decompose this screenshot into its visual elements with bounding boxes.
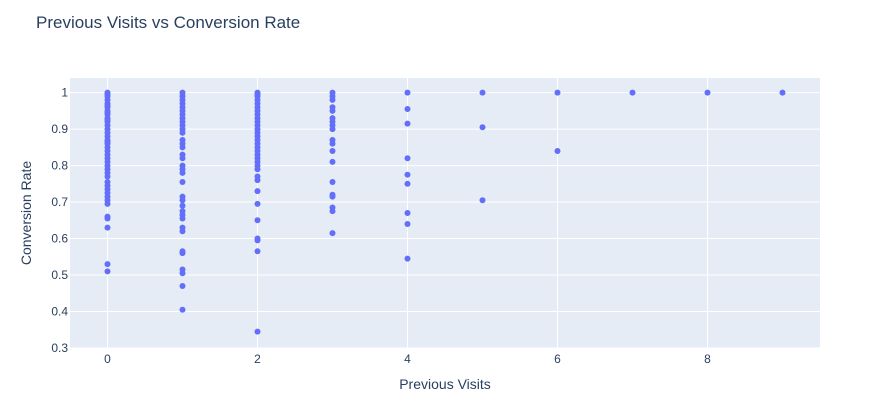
y-tick-label: 0.5 bbox=[51, 268, 68, 282]
data-point[interactable] bbox=[329, 147, 336, 154]
data-point[interactable] bbox=[179, 197, 186, 204]
data-point[interactable] bbox=[179, 129, 186, 136]
data-point[interactable] bbox=[479, 197, 486, 204]
x-axis-title: Previous Visits bbox=[399, 376, 491, 392]
x-tick-label: 4 bbox=[404, 352, 411, 366]
data-point[interactable] bbox=[254, 166, 261, 173]
data-point[interactable] bbox=[254, 217, 261, 224]
data-point[interactable] bbox=[329, 193, 336, 200]
y-gridlines bbox=[70, 92, 820, 349]
data-point[interactable] bbox=[179, 270, 186, 277]
data-points bbox=[104, 89, 786, 335]
data-point[interactable] bbox=[329, 96, 336, 103]
data-point[interactable] bbox=[179, 144, 186, 151]
data-point[interactable] bbox=[779, 89, 786, 96]
y-tick-label: 0.8 bbox=[51, 159, 68, 173]
data-point[interactable] bbox=[404, 120, 411, 127]
data-point[interactable] bbox=[254, 328, 261, 335]
chart-title: Previous Visits vs Conversion Rate bbox=[36, 13, 300, 32]
data-point[interactable] bbox=[404, 106, 411, 113]
data-point[interactable] bbox=[479, 89, 486, 96]
data-point[interactable] bbox=[404, 210, 411, 216]
data-point[interactable] bbox=[329, 107, 336, 114]
data-point[interactable] bbox=[629, 89, 636, 96]
data-point[interactable] bbox=[479, 124, 486, 131]
data-point[interactable] bbox=[329, 208, 336, 215]
data-point[interactable] bbox=[254, 237, 261, 244]
data-point[interactable] bbox=[179, 250, 186, 257]
y-tick-label: 0.9 bbox=[51, 122, 68, 136]
data-point[interactable] bbox=[254, 248, 261, 255]
data-point[interactable] bbox=[329, 126, 336, 133]
y-tick-label: 0.4 bbox=[51, 305, 68, 319]
data-point[interactable] bbox=[179, 282, 186, 289]
y-axis-title: Conversion Rate bbox=[18, 161, 34, 265]
data-point[interactable] bbox=[329, 230, 336, 237]
data-point[interactable] bbox=[179, 306, 186, 313]
y-tick-label: 1 bbox=[61, 86, 68, 100]
data-point[interactable] bbox=[179, 178, 186, 185]
data-point[interactable] bbox=[104, 224, 111, 231]
data-point[interactable] bbox=[179, 169, 186, 176]
x-tick-label: 8 bbox=[704, 352, 711, 366]
plot-background bbox=[70, 78, 820, 348]
data-point[interactable] bbox=[404, 155, 411, 162]
data-point[interactable] bbox=[254, 177, 261, 184]
data-point[interactable] bbox=[179, 215, 186, 222]
x-tick-label: 2 bbox=[254, 352, 261, 366]
data-point[interactable] bbox=[104, 215, 111, 222]
data-point[interactable] bbox=[329, 140, 336, 147]
data-point[interactable] bbox=[404, 171, 411, 178]
data-point[interactable] bbox=[104, 173, 111, 180]
data-point[interactable] bbox=[104, 268, 111, 275]
y-tick-label: 0.3 bbox=[51, 341, 68, 355]
data-point[interactable] bbox=[179, 155, 186, 162]
data-point[interactable] bbox=[104, 261, 111, 268]
data-point[interactable] bbox=[404, 180, 411, 187]
data-point[interactable] bbox=[704, 89, 711, 96]
y-tick-label: 0.7 bbox=[51, 195, 68, 209]
y-tick-label: 0.6 bbox=[51, 232, 68, 246]
data-point[interactable] bbox=[554, 147, 561, 154]
x-tick-label: 0 bbox=[104, 352, 111, 366]
x-tick-label: 6 bbox=[554, 352, 561, 366]
data-point[interactable] bbox=[404, 89, 411, 96]
data-point[interactable] bbox=[329, 178, 336, 185]
data-point[interactable] bbox=[554, 89, 561, 96]
data-point[interactable] bbox=[179, 228, 186, 235]
data-point[interactable] bbox=[254, 188, 261, 195]
data-point[interactable] bbox=[329, 158, 336, 165]
data-point[interactable] bbox=[404, 220, 411, 227]
data-point[interactable] bbox=[254, 200, 261, 207]
data-point[interactable] bbox=[179, 202, 186, 209]
x-tick-labels: 0 2 4 6 8 bbox=[104, 352, 711, 366]
y-tick-labels: 0.3 0.4 0.5 0.6 0.7 0.8 0.9 1 bbox=[51, 86, 68, 355]
data-point[interactable] bbox=[104, 200, 111, 207]
data-point[interactable] bbox=[404, 255, 411, 262]
